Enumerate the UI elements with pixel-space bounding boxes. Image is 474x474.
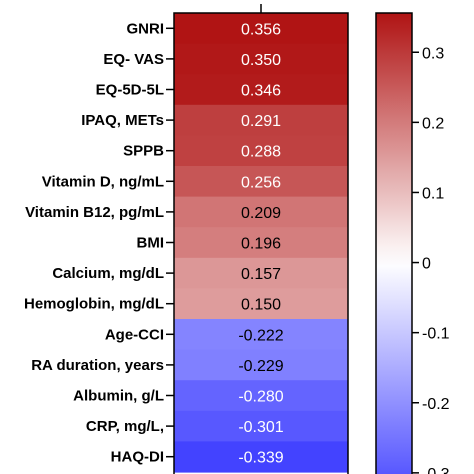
scale-tick-label: 0 bbox=[422, 256, 431, 273]
heatmap-cell bbox=[174, 441, 348, 473]
heatmap-cell bbox=[174, 13, 348, 45]
scale-tick-label: -0.3 bbox=[422, 466, 450, 474]
heatmap-cell bbox=[174, 288, 348, 320]
row-label: BMI bbox=[137, 235, 165, 252]
row-label: SPPB bbox=[123, 143, 164, 160]
row-labels: GNRI EQ- VAS EQ-5D-5L IPAQ, METs SPPB Vitamin… bbox=[24, 20, 174, 466]
cell-value-label: -0.301 bbox=[238, 419, 283, 436]
heatmap-cell bbox=[174, 166, 348, 198]
row-label: Hemoglobin, mg/dL bbox=[24, 296, 164, 313]
heatmap-cell bbox=[174, 43, 348, 75]
heatmap-frame bbox=[173, 12, 349, 474]
cell-value-label: -0.339 bbox=[238, 450, 283, 467]
heatmap-cell bbox=[174, 196, 348, 228]
row-label: EQ-5D-5L bbox=[96, 82, 164, 99]
cell-value-label: 0.350 bbox=[241, 52, 281, 69]
row-label: HAQ-DI bbox=[111, 449, 164, 466]
heatmap-cell bbox=[174, 74, 348, 106]
cell-value-label: 0.356 bbox=[241, 21, 281, 38]
scale-tick-label: 0.1 bbox=[422, 185, 444, 202]
heatmap-cell bbox=[174, 104, 348, 136]
row-label: Vitamin D, ng/mL bbox=[42, 173, 164, 190]
cell-value-label: 0.288 bbox=[241, 144, 281, 161]
heatmap-cell bbox=[174, 380, 348, 412]
color-scale-gradient bbox=[375, 12, 413, 474]
row-label: EQ- VAS bbox=[103, 51, 164, 68]
cell-value-label: -0.222 bbox=[238, 327, 283, 344]
row-label: RA duration, years bbox=[31, 357, 164, 374]
heatmap-cell bbox=[174, 319, 348, 351]
scale-tick-label: -0.1 bbox=[422, 326, 450, 343]
heatmap-cell bbox=[174, 410, 348, 442]
scale-tick-label: 0.3 bbox=[422, 45, 444, 62]
row-label: IPAQ, METs bbox=[81, 112, 164, 129]
row-label: GNRI bbox=[127, 20, 165, 37]
heatmap-cell bbox=[174, 349, 348, 381]
cell-value-label: 0.256 bbox=[241, 174, 281, 191]
color-scale-bar: 0.3 0.2 0.1 0 -0.1 -0.2 -0.3 bbox=[375, 12, 450, 474]
row-label: Calcium, mg/dL bbox=[52, 265, 164, 282]
scale-tick-label: 0.2 bbox=[422, 115, 444, 132]
cell-value-label: 0.346 bbox=[241, 83, 281, 100]
cell-value-label: 0.157 bbox=[241, 266, 281, 283]
cell-value-label: 0.150 bbox=[241, 297, 281, 314]
row-label: Albumin, g/L bbox=[73, 388, 164, 405]
cell-value-label: 0.209 bbox=[241, 205, 281, 222]
cell-value-label: -0.280 bbox=[238, 389, 283, 406]
row-label: Age-CCI bbox=[105, 326, 164, 343]
row-label: CRP, mg/L, bbox=[86, 418, 164, 435]
heatmap-cell bbox=[174, 227, 348, 259]
heatmap-cell bbox=[174, 257, 348, 289]
cell-value-label: 0.291 bbox=[241, 113, 281, 130]
cell-value-label: 0.196 bbox=[241, 236, 281, 253]
heatmap-cells: 0.356 0.350 0.346 0.291 0.288 0.256 0.209 0.196… bbox=[173, 4, 349, 474]
cell-value-label: -0.229 bbox=[238, 358, 283, 375]
heatmap-cell bbox=[174, 135, 348, 167]
scale-tick-label: -0.2 bbox=[422, 396, 450, 413]
row-label: Vitamin B12, pg/mL bbox=[25, 204, 164, 221]
